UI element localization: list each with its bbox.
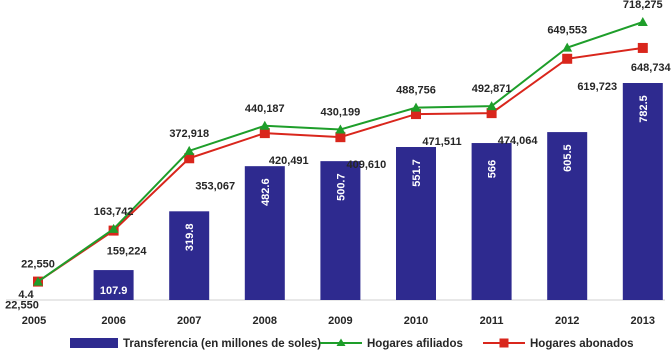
x-tick-2005: 2005	[22, 315, 46, 327]
legend-label-abonados: Hogares abonados	[530, 338, 634, 350]
x-tick-2008: 2008	[253, 315, 277, 327]
abonados-label-2013: 648,734	[631, 62, 671, 74]
bar-label-2013: 782.5	[638, 95, 650, 123]
data-labels: 4.4 107.9 319.8 482.6 500.7 551.7 566 605.5 782.…	[5, 0, 671, 312]
point-afiliados-2012	[562, 42, 573, 52]
legend-label-afiliados: Hogares afiliados	[367, 338, 463, 350]
bar-label-2009: 500.7	[335, 173, 347, 201]
bar-2007	[169, 211, 210, 300]
afiliados-label-2007: 372,918	[169, 128, 209, 140]
abonados-label-2011: 474,064	[498, 135, 539, 147]
bar-2012	[547, 132, 588, 300]
bar-label-2005: 4.4	[18, 289, 34, 301]
point-afiliados-2013	[637, 17, 648, 26]
bar-label-2010: 551.7	[411, 159, 423, 187]
x-tick-2010: 2010	[404, 315, 428, 327]
afiliados-label-2010: 488,756	[396, 85, 436, 97]
point-afiliados-2009	[335, 124, 346, 134]
point-afiliados-2010	[411, 102, 421, 112]
abonados-label-2005: 22,550	[5, 300, 39, 312]
point-abonados-2011	[486, 108, 497, 119]
point-afiliados-2006	[108, 223, 119, 233]
bar-2013	[622, 83, 663, 300]
legend-marker-afiliados	[336, 338, 346, 346]
point-abonados-2008	[259, 128, 270, 139]
afiliados-label-2012: 649,553	[547, 25, 587, 37]
bar-2010	[396, 147, 436, 300]
point-abonados-2009	[335, 132, 346, 143]
x-tick-2009: 2009	[328, 315, 352, 327]
bar-label-2007: 319.8	[184, 224, 196, 252]
abonados-label-2012: 619,723	[577, 81, 617, 93]
legend-item-transferencia: Transferencia (en millones de soles)	[70, 338, 321, 350]
legend-item-abonados: Hogares abonados	[483, 338, 634, 350]
afiliados-label-2008: 440,187	[245, 103, 285, 115]
bar-2006	[93, 270, 134, 300]
bar-label-2008: 482.6	[260, 178, 272, 206]
bar-2011	[471, 143, 512, 300]
afiliados-label-2013: 718,275	[623, 0, 663, 11]
point-abonados-2010	[411, 109, 421, 120]
abonados-label-2010: 471,511	[422, 136, 461, 148]
bar-label-2012: 605.5	[562, 144, 574, 172]
x-tick-2012: 2012	[555, 315, 579, 327]
bar-label-2006: 107.9	[100, 285, 128, 297]
bar-2008	[244, 166, 285, 300]
point-afiliados-2007	[184, 145, 195, 155]
x-tick-2007: 2007	[177, 315, 201, 327]
bar-label-2011: 566	[487, 160, 499, 178]
afiliados-label-2006: 163,742	[94, 206, 134, 218]
afiliados-label-2011: 492,871	[472, 83, 512, 95]
point-abonados-2012	[562, 53, 573, 64]
legend-item-afiliados: Hogares afiliados	[320, 338, 463, 350]
legend-swatch-transferencia	[70, 338, 118, 348]
line-series	[33, 17, 648, 287]
x-tick-2006: 2006	[101, 315, 125, 327]
x-tick-2013: 2013	[631, 315, 655, 327]
point-afiliados-2005	[33, 276, 43, 286]
abonados-label-2008: 420,491	[269, 155, 309, 167]
point-afiliados-2008	[259, 120, 270, 130]
afiliados-label-2005: 22,550	[21, 259, 55, 271]
x-axis-ticks: 2005 2006 2007 2008 2009 2010 2011 2012 2013	[22, 315, 655, 327]
point-abonados-2013	[637, 42, 648, 53]
legend: Transferencia (en millones de soles) Hog…	[70, 338, 634, 350]
abonados-label-2009: 409,610	[347, 159, 387, 171]
abonados-label-2006: 159,224	[107, 246, 148, 258]
legend-label-transferencia: Transferencia (en millones de soles)	[123, 338, 321, 350]
x-tick-2011: 2011	[480, 315, 504, 327]
abonados-label-2007: 353,067	[195, 180, 235, 192]
legend-marker-abonados	[499, 338, 509, 348]
bar-2009	[320, 161, 361, 300]
afiliados-label-2009: 430,199	[321, 106, 361, 118]
point-afiliados-2011	[486, 101, 497, 111]
point-abonados-2007	[184, 153, 195, 164]
bar-series	[93, 83, 663, 300]
